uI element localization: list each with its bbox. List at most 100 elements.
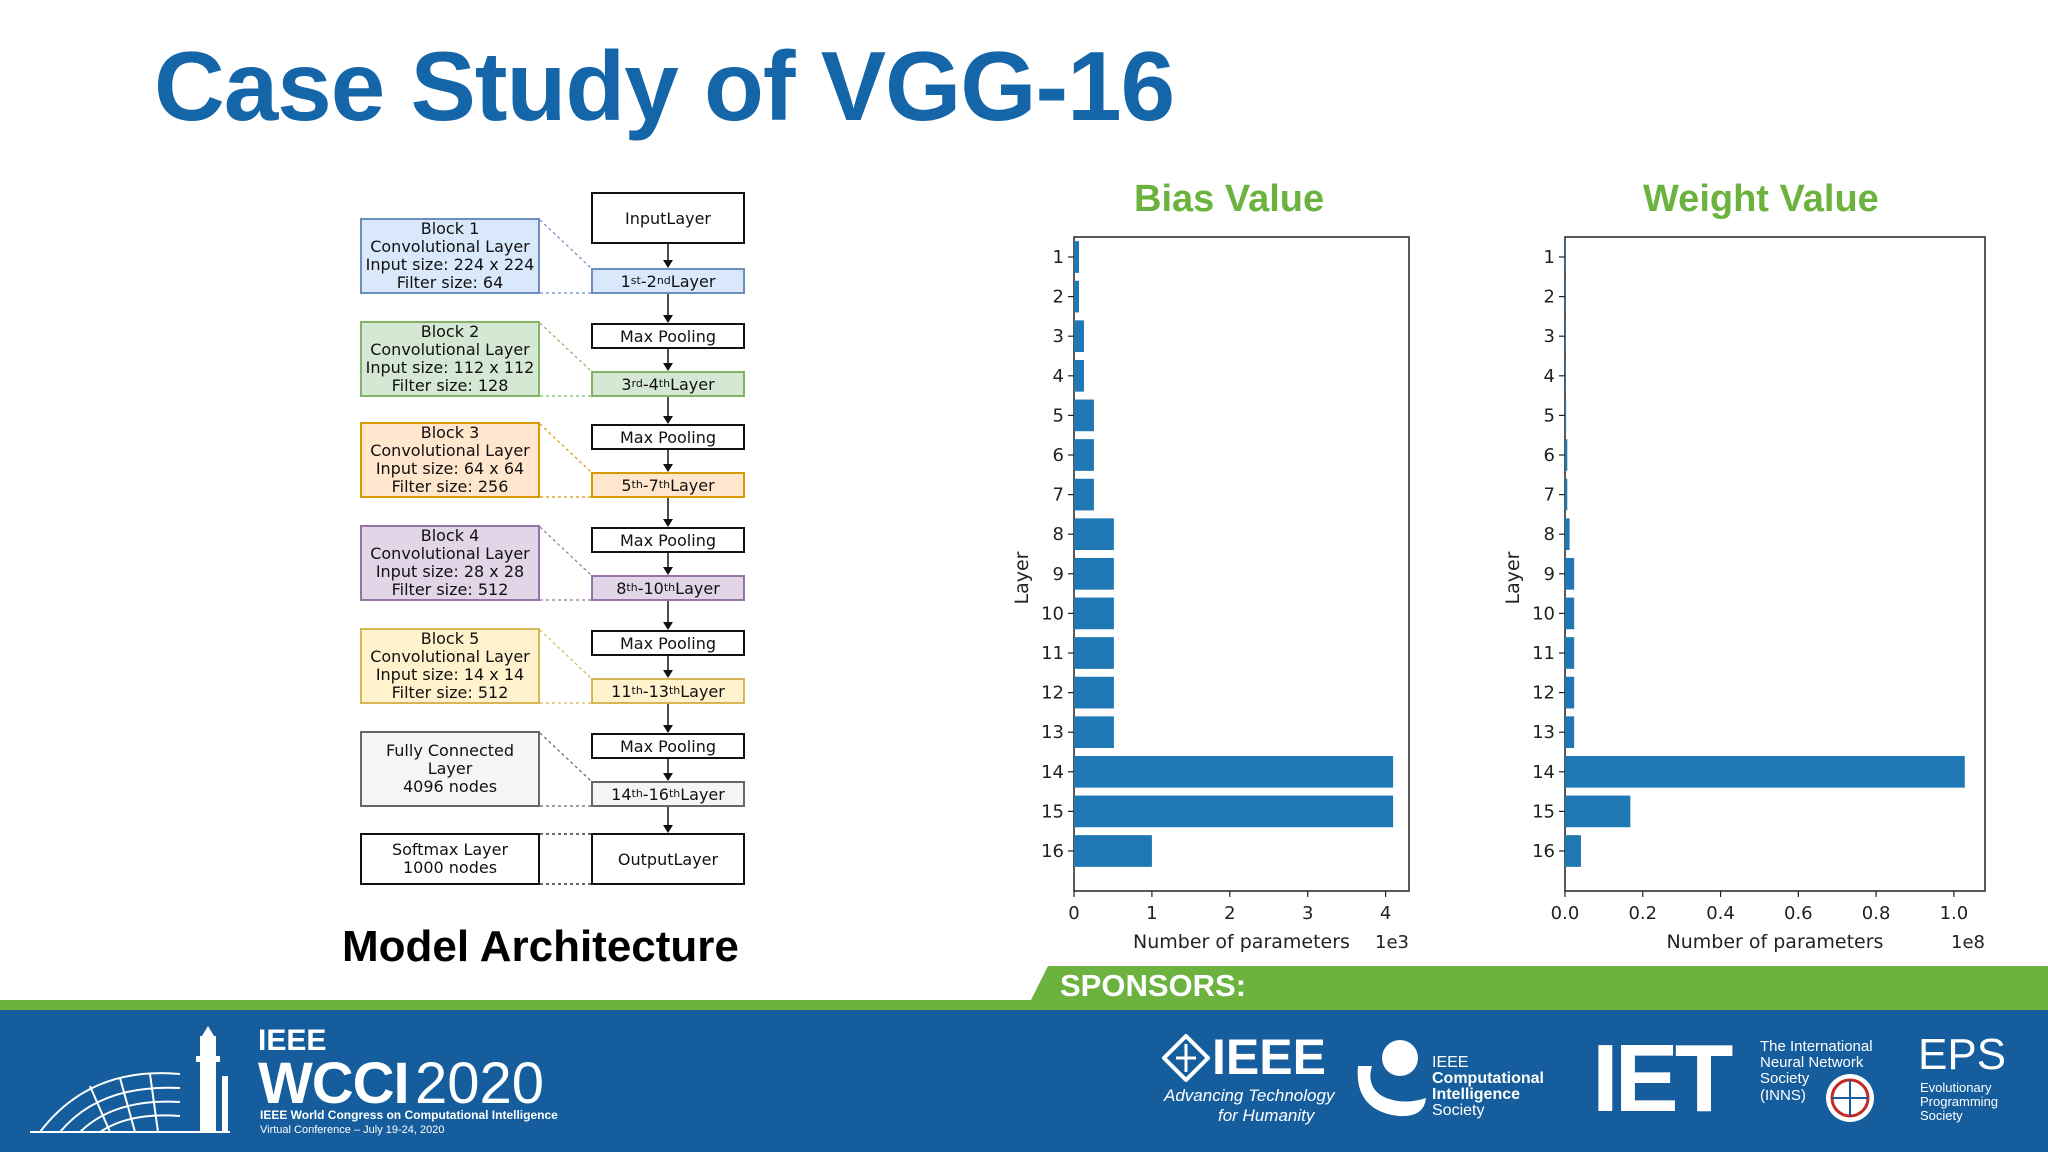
layer-range-1-suffix: Layer [670,271,716,291]
ieee-diamond-icon [1162,1034,1210,1082]
x-tick-label: 3 [1302,903,1313,924]
arrow-head [663,519,673,527]
arrow-head [663,363,673,371]
arrow-head [663,260,673,268]
y-tick-label: 12 [1532,683,1555,704]
y-tick-label: 13 [1041,722,1064,743]
bar-layer-3 [1565,320,1566,353]
y-tick-label: 5 [1053,405,1064,426]
block-2-line: Filter size: 128 [391,376,509,395]
arrow-head [663,725,673,733]
block-4-line: Block 4 [420,526,480,545]
block-2-line: Block 2 [420,322,480,341]
bar-layer-2 [1565,280,1566,313]
block-connector [539,526,592,576]
y-tick-label: 13 [1532,722,1555,743]
arrow-head [663,416,673,424]
inns-globe-icon [1826,1074,1874,1122]
y-tick-label: 14 [1041,762,1064,783]
layer-range-4-suffix: Layer [675,578,720,598]
block-7-line: 1000 nodes [402,858,498,877]
inns-line-3: Society [1760,1070,1810,1087]
block-2-line: Input size: 112 x 112 [365,358,535,377]
y-tick-label: 4 [1053,366,1064,387]
max-pooling-node: Max Pooling [591,630,745,656]
sponsor-bar [0,966,2048,1152]
bar-layer-11 [1074,637,1114,669]
y-tick-label: 6 [1544,445,1555,466]
bar-layer-15 [1565,795,1631,828]
eps-line-2: Programming [1920,1094,1999,1109]
y-tick-label: 16 [1041,841,1064,862]
layer-range-4-b: 10 [643,578,664,598]
bar-layer-10 [1565,597,1575,630]
block-connector [539,423,592,473]
layer-range-1-a: 1 [620,271,631,291]
block-5-line: Input size: 14 x 14 [375,665,525,684]
y-tick-label: 2 [1053,287,1064,308]
block-7-line: Softmax Layer [391,840,509,859]
block-5-line: Block 5 [420,629,480,648]
layer-range-6-a: 14 [611,784,632,804]
weight-chart-title: Weight Value [1643,178,1879,220]
plot-frame [1073,236,1410,892]
y-tick-label: 3 [1544,326,1555,347]
inns-line-4: (INNS) [1760,1087,1806,1104]
eps-line-3: Society [1920,1108,1963,1123]
eps-logo-text: EPS [1918,1030,2007,1079]
layer-range-5-suffix: Layer [680,681,725,701]
y-tick-label: 8 [1544,524,1555,545]
layer-range-3-a: 5 [621,475,632,495]
output-layer-node: OutputLayer [591,833,745,885]
cis-line-1: IEEE [1432,1054,1469,1071]
block-6-line: Fully Connected Layer [385,741,515,778]
block-2-line: Convolutional Layer [370,340,530,359]
block-3-line: Filter size: 256 [391,477,509,496]
layer-range-6-suffix: Layer [680,784,725,804]
block-6-line: 4096 nodes [402,777,498,796]
wcci-subtitle: IEEE World Congress on Computational Int… [260,1108,558,1122]
layer-range-5-a: 11 [611,681,632,701]
bias-chart-title: Bias Value [1134,178,1325,220]
x-tick-label: 0.2 [1628,903,1657,924]
bar-layer-10 [1074,597,1114,630]
wcci-name: WCCI [258,1051,410,1116]
block-4-box: Block 4 Convolutional Layer Input size: 28… [360,525,540,601]
plot-frame [1564,236,1986,892]
block-4-line: Input size: 28 x 28 [375,562,525,581]
bar-layer-12 [1074,676,1114,709]
y-tick-label: 8 [1053,524,1064,545]
bar-layer-3 [1074,320,1084,353]
layer-range-1-b: 2 [646,271,657,291]
y-tick-label: 16 [1532,841,1555,862]
inns-line-2: Neural Network [1760,1054,1864,1071]
layer-range-2-b: 4 [648,374,659,394]
y-tick-label: 9 [1053,564,1064,585]
x-tick-label: 0.4 [1706,903,1735,924]
sponsors-label: SPONSORS: [1060,968,1247,1003]
slide-title: Case Study of VGG-16 [154,31,1175,141]
y-tick-label: 6 [1053,445,1064,466]
y-tick-label: 5 [1544,405,1555,426]
layer-range-3-b: 7 [648,475,659,495]
y-tick-label: 10 [1532,603,1555,624]
architecture-caption: Model Architecture [342,922,739,971]
x-tick-label: 4 [1380,903,1391,924]
block-7-box: Softmax Layer 1000 nodes [360,833,540,885]
cis-line-2: Computational [1432,1070,1544,1087]
input-layer-node: InputLayer [591,192,745,244]
bar-layer-11 [1565,637,1575,669]
arrow-head [663,670,673,678]
cis-logo-icon [1357,1040,1426,1117]
bar-layer-2 [1074,280,1079,313]
y-tick-label: 10 [1041,603,1064,624]
y-tick-label: 11 [1041,643,1064,664]
layer-range-4-a: 8 [616,578,627,598]
x-tick-label: 1 [1146,903,1157,924]
block-connector [539,629,592,679]
x-axis-multiplier: 1e3 [1375,932,1409,953]
layer-range-5-b: 13 [648,681,669,701]
wcci-conference: Virtual Conference – July 19-24, 2020 [260,1124,445,1136]
y-tick-label: 3 [1053,326,1064,347]
